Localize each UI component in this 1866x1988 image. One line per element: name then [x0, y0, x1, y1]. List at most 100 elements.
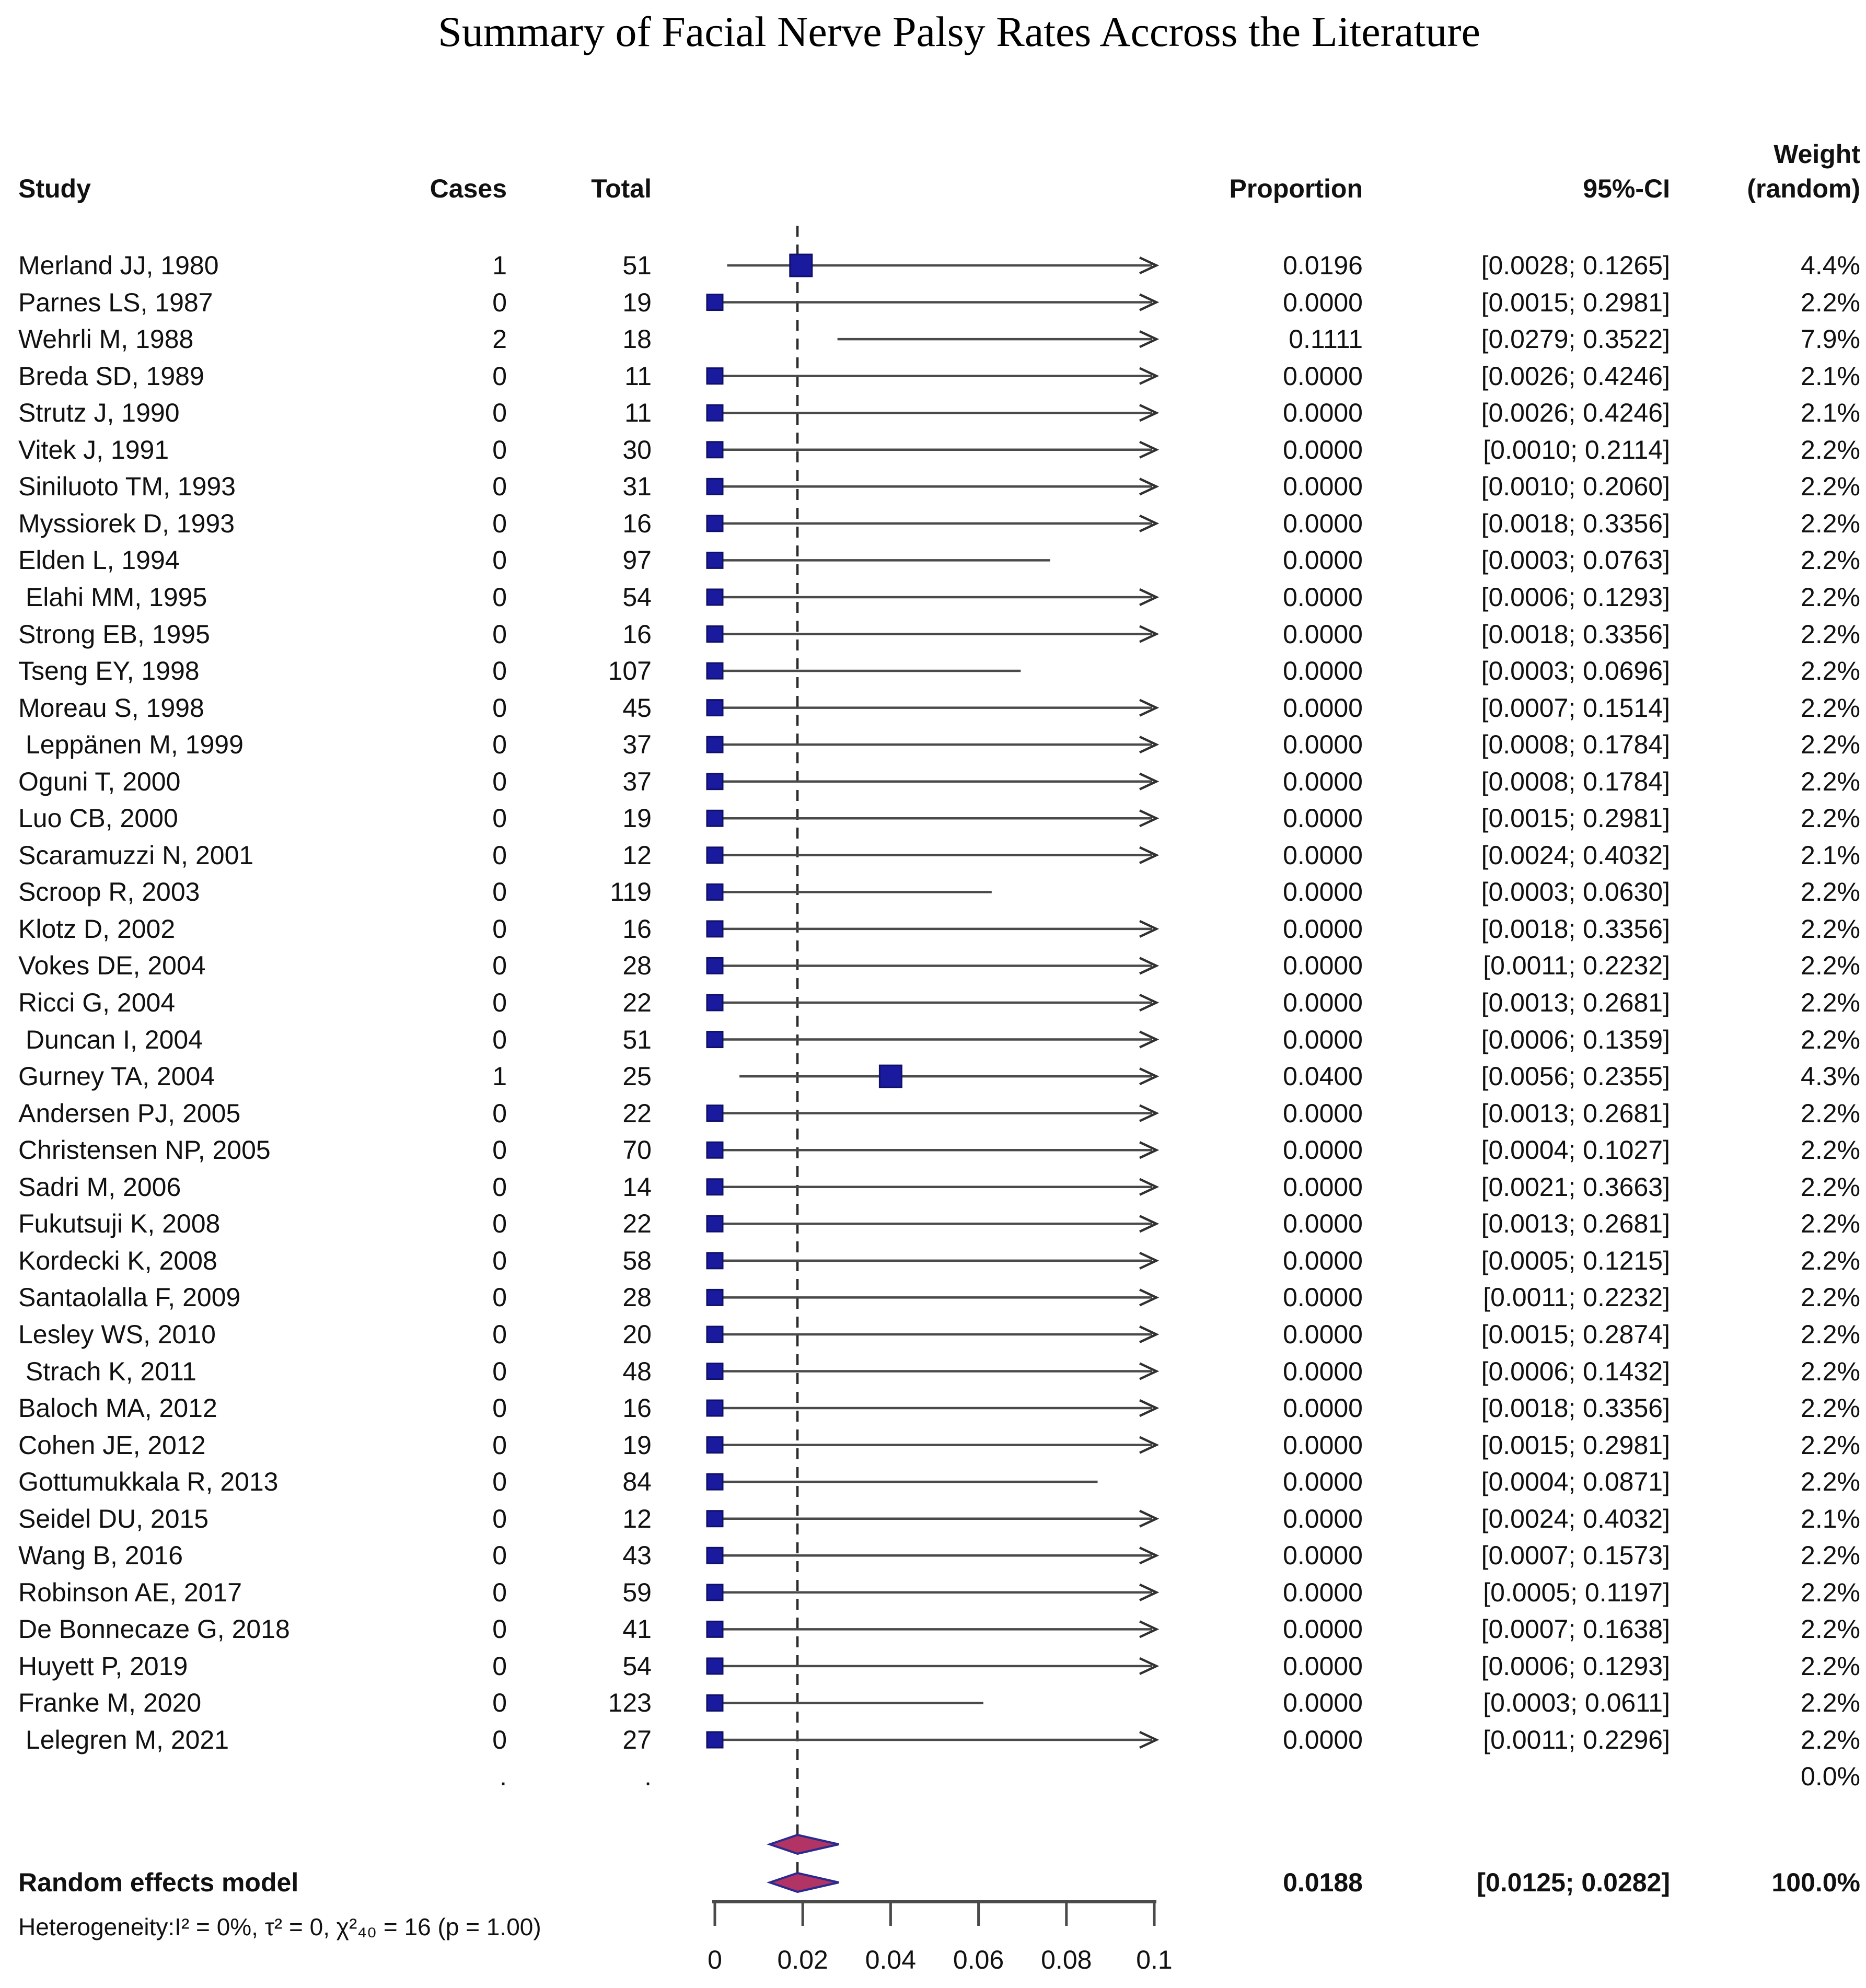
proportion-cell: 0.0000: [1283, 1614, 1363, 1644]
total-cell: 12: [622, 841, 652, 870]
ci-cell: [0.0004; 0.1027]: [1481, 1135, 1670, 1165]
study-name-cell: Christensen NP, 2005: [18, 1135, 271, 1165]
ci-cell: [0.0056; 0.2355]: [1481, 1062, 1670, 1091]
arrow-right-icon: [1139, 699, 1160, 717]
point-estimate-square: [706, 1731, 724, 1749]
cases-cell: 0: [492, 472, 507, 501]
weight-cell: 2.1%: [1801, 398, 1860, 427]
arrow-right-icon: [1139, 1067, 1160, 1086]
weight-cell: 2.2%: [1801, 656, 1860, 685]
arrow-right-icon: [1139, 367, 1160, 385]
ci-cell: [0.0015; 0.2981]: [1481, 804, 1670, 833]
axis-tick-label: 0.08: [1041, 1945, 1092, 1974]
proportion-cell: 0.0000: [1283, 1135, 1363, 1165]
weight-cell: 2.2%: [1801, 1025, 1860, 1054]
ci-cell: [0.0007; 0.1514]: [1481, 693, 1670, 723]
weight-cell: 2.2%: [1801, 435, 1860, 464]
total-cell: 22: [622, 988, 652, 1017]
cases-cell: 0: [492, 1504, 507, 1533]
total-cell: 28: [622, 1283, 652, 1312]
cases-cell: 0: [492, 693, 507, 723]
arrow-right-icon: [1139, 588, 1160, 606]
point-estimate-square: [706, 1105, 724, 1122]
cases-cell: 1: [492, 251, 507, 280]
arrow-right-icon: [1139, 1399, 1160, 1417]
point-estimate-square: [706, 515, 724, 532]
point-estimate-square: [706, 441, 724, 459]
cases-cell: 0: [492, 583, 507, 612]
proportion-cell: 0.0000: [1283, 1246, 1363, 1275]
weight-cell: 2.2%: [1801, 988, 1860, 1017]
cases-cell: 0: [492, 1614, 507, 1644]
weight-cell: 2.2%: [1801, 1357, 1860, 1386]
axis-tick-label: 0.02: [778, 1945, 828, 1974]
cases-cell: 0: [492, 1099, 507, 1128]
ci-cell: [0.0006; 0.1359]: [1481, 1025, 1670, 1054]
point-estimate-square: [706, 294, 724, 311]
arrow-right-icon: [1139, 809, 1160, 828]
proportion-cell: 0.0000: [1283, 693, 1363, 723]
ci-cell: [0.0011; 0.2232]: [1483, 1283, 1670, 1312]
proportion-cell: 0.0000: [1283, 1320, 1363, 1349]
study-name-cell: Santaolalla F, 2009: [18, 1283, 241, 1312]
weight-cell: 2.2%: [1801, 1431, 1860, 1460]
study-name-cell: Lesley WS, 2010: [18, 1320, 216, 1349]
ci-cell: [0.0015; 0.2874]: [1481, 1320, 1670, 1349]
arrow-right-icon: [1139, 1325, 1160, 1343]
point-estimate-square: [706, 588, 724, 606]
point-estimate-square: [706, 773, 724, 790]
arrow-right-icon: [1139, 1547, 1160, 1565]
ci-cell: [0.0006; 0.1432]: [1481, 1357, 1670, 1386]
ci-cell: [0.0018; 0.3356]: [1481, 620, 1670, 649]
total-cell: 22: [622, 1099, 652, 1128]
proportion-cell: 0.0000: [1283, 288, 1363, 317]
weight-cell: 2.2%: [1801, 804, 1860, 833]
ci-cell: [0.0003; 0.0630]: [1481, 877, 1670, 906]
cases-cell: 0: [492, 1025, 507, 1054]
weight-cell: 2.2%: [1801, 1725, 1860, 1754]
proportion-cell: 0.0000: [1283, 1025, 1363, 1054]
axis-tick-label: 0.06: [953, 1945, 1004, 1974]
arrow-right-icon: [1139, 846, 1160, 864]
point-estimate-square: [878, 1064, 902, 1088]
weight-cell: 2.2%: [1801, 472, 1860, 501]
point-estimate-square: [706, 699, 724, 717]
cases-cell: 0: [492, 1283, 507, 1312]
cases-cell: 0: [492, 509, 507, 538]
ci-cell: [0.0003; 0.0696]: [1481, 656, 1670, 685]
ci-cell: [0.0003; 0.0763]: [1481, 545, 1670, 575]
study-name-cell: Vitek J, 1991: [18, 435, 169, 464]
point-estimate-square: [706, 1288, 724, 1306]
weight-cell: 2.2%: [1801, 1541, 1860, 1570]
cases-cell: 0: [492, 1357, 507, 1386]
proportion-cell: 0.0000: [1283, 1283, 1363, 1312]
column-header-weight-random: (random): [1747, 174, 1860, 203]
ci-cell: [0.0028; 0.1265]: [1481, 251, 1670, 280]
proportion-cell: 0.0000: [1283, 620, 1363, 649]
cases-cell: 0: [492, 1209, 507, 1238]
cases-cell: 0: [492, 545, 507, 575]
point-estimate-square: [706, 1473, 724, 1491]
ci-cell: [0.0013; 0.2681]: [1481, 1209, 1670, 1238]
point-estimate-square: [706, 1510, 724, 1528]
point-estimate-square: [706, 1694, 724, 1712]
total-cell: 16: [622, 509, 652, 538]
cases-cell: 0: [492, 951, 507, 980]
point-estimate-square: [706, 1215, 724, 1233]
proportion-cell: 0.0000: [1283, 951, 1363, 980]
ci-cell: [0.0010; 0.2114]: [1483, 435, 1670, 464]
study-name-cell: Duncan I, 2004: [18, 1025, 203, 1054]
study-name-cell: Fukutsuji K, 2008: [18, 1209, 221, 1238]
arrow-right-icon: [1139, 1141, 1160, 1159]
cases-cell: 0: [492, 1431, 507, 1460]
cases-cell: 0: [492, 914, 507, 944]
cases-cell: 0: [492, 730, 507, 759]
weight-cell: 7.9%: [1801, 324, 1860, 354]
proportion-cell: 0.0000: [1283, 767, 1363, 796]
total-cell: 119: [610, 877, 652, 906]
ci-cell: [0.0015; 0.2981]: [1481, 288, 1670, 317]
summary-row-label: Random effects model: [18, 1868, 299, 1897]
total-cell: 11: [624, 362, 652, 391]
total-cell: 27: [622, 1725, 652, 1754]
study-name-cell: Strach K, 2011: [18, 1357, 196, 1386]
